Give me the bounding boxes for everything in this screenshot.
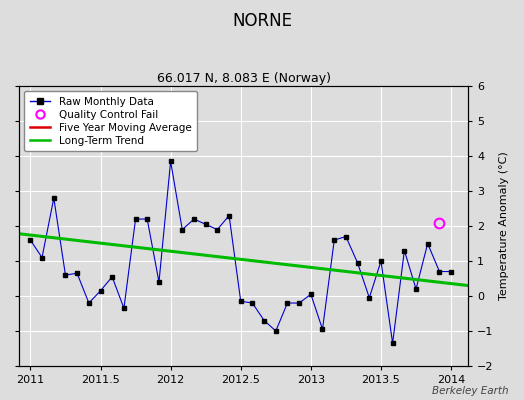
Text: NORNE: NORNE <box>232 12 292 30</box>
Y-axis label: Temperature Anomaly (°C): Temperature Anomaly (°C) <box>499 152 509 300</box>
Text: Berkeley Earth: Berkeley Earth <box>432 386 508 396</box>
Title: 66.017 N, 8.083 E (Norway): 66.017 N, 8.083 E (Norway) <box>157 72 331 85</box>
Legend: Raw Monthly Data, Quality Control Fail, Five Year Moving Average, Long-Term Tren: Raw Monthly Data, Quality Control Fail, … <box>25 91 196 151</box>
